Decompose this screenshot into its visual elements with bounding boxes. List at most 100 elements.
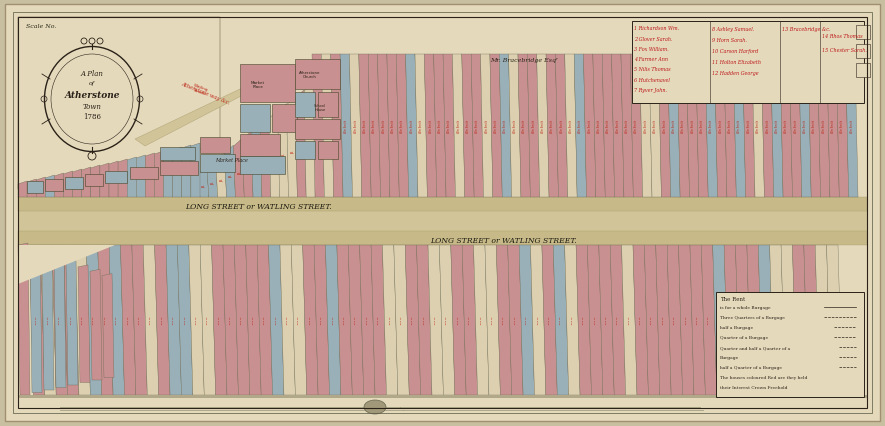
Text: John W.: John W. — [606, 316, 607, 325]
Polygon shape — [415, 55, 427, 198]
Text: Wm Smith: Wm Smith — [794, 120, 797, 133]
Polygon shape — [378, 55, 390, 198]
Text: is for a whole Burgage: is for a whole Burgage — [720, 305, 771, 309]
Polygon shape — [164, 150, 173, 198]
Text: Atherstone way &c.: Atherstone way &c. — [180, 81, 230, 106]
Ellipse shape — [44, 47, 140, 152]
Polygon shape — [677, 55, 689, 198]
Polygon shape — [443, 55, 456, 198]
Polygon shape — [52, 245, 67, 395]
Text: Wm Smith: Wm Smith — [494, 120, 498, 133]
Polygon shape — [349, 245, 364, 395]
Text: Wm Smith: Wm Smith — [700, 120, 704, 133]
Polygon shape — [724, 245, 740, 395]
Text: John W.: John W. — [458, 316, 459, 325]
Text: 1 Richardson Wm.: 1 Richardson Wm. — [634, 26, 679, 32]
Text: Wm Smith: Wm Smith — [635, 120, 638, 133]
Polygon shape — [649, 55, 661, 198]
Text: J.B.: J.B. — [229, 174, 233, 178]
Bar — [272, 105, 297, 132]
Polygon shape — [405, 55, 418, 198]
Polygon shape — [287, 98, 297, 198]
Polygon shape — [612, 55, 624, 198]
Text: 12 Hadden George: 12 Hadden George — [712, 70, 758, 75]
Polygon shape — [656, 245, 671, 395]
Text: Wm Smith: Wm Smith — [532, 120, 535, 133]
Text: John W.: John W. — [127, 316, 128, 325]
Text: Mr. Bracebridge Esqʳ: Mr. Bracebridge Esqʳ — [490, 58, 558, 63]
Text: John W.: John W. — [583, 316, 584, 325]
Polygon shape — [439, 245, 455, 395]
Ellipse shape — [364, 400, 386, 414]
Polygon shape — [542, 245, 558, 395]
Polygon shape — [45, 176, 54, 198]
Text: Wm Smith: Wm Smith — [822, 120, 826, 133]
Text: Wm Smith: Wm Smith — [672, 120, 676, 133]
Polygon shape — [18, 245, 115, 284]
Text: J.B.: J.B. — [256, 163, 259, 167]
Polygon shape — [667, 245, 682, 395]
Polygon shape — [225, 146, 235, 198]
Polygon shape — [359, 245, 375, 395]
Bar — [27, 181, 43, 193]
Polygon shape — [714, 55, 727, 198]
Polygon shape — [42, 252, 54, 390]
Polygon shape — [350, 55, 362, 198]
Bar — [160, 148, 195, 161]
Text: Wm Smith: Wm Smith — [428, 120, 433, 133]
Bar — [295, 93, 315, 118]
Polygon shape — [258, 245, 273, 395]
Polygon shape — [574, 55, 587, 198]
Polygon shape — [337, 245, 352, 395]
Text: John W.: John W. — [287, 316, 289, 325]
Text: 11 Holton Elizabeth: 11 Holton Elizabeth — [712, 59, 761, 64]
Text: Wm Smith: Wm Smith — [775, 120, 779, 133]
Text: John W.: John W. — [777, 316, 778, 325]
Text: The houses coloured Red are they held: The houses coloured Red are they held — [720, 375, 807, 379]
Text: Wm Smith: Wm Smith — [400, 120, 404, 133]
Polygon shape — [530, 245, 546, 395]
Polygon shape — [173, 148, 181, 198]
Text: John W.: John W. — [674, 316, 675, 325]
Polygon shape — [815, 245, 831, 395]
Text: John W.: John W. — [162, 316, 163, 325]
Text: John W.: John W. — [310, 316, 311, 325]
Polygon shape — [827, 245, 842, 395]
Text: Watling
Street: Watling Street — [191, 83, 209, 96]
Text: Wm Smith: Wm Smith — [550, 120, 554, 133]
Text: Wm Smith: Wm Smith — [475, 120, 480, 133]
Text: 13 Bracebridge &c.: 13 Bracebridge &c. — [782, 26, 830, 32]
Text: John W.: John W. — [389, 316, 390, 325]
Polygon shape — [827, 55, 839, 198]
Text: Wm Smith: Wm Smith — [438, 120, 442, 133]
Polygon shape — [565, 55, 577, 198]
Polygon shape — [602, 55, 614, 198]
Text: John W.: John W. — [344, 316, 345, 325]
Text: Wm Smith: Wm Smith — [663, 120, 666, 133]
Text: John W.: John W. — [401, 316, 402, 325]
Polygon shape — [200, 245, 216, 395]
Text: Wm Smith: Wm Smith — [710, 120, 713, 133]
Text: John W.: John W. — [356, 316, 357, 325]
Text: J.B.: J.B. — [282, 153, 286, 157]
Polygon shape — [326, 245, 341, 395]
Polygon shape — [260, 118, 271, 198]
Text: Wm Smith: Wm Smith — [737, 120, 742, 133]
Text: John W.: John W. — [629, 316, 630, 325]
Polygon shape — [268, 245, 284, 395]
Polygon shape — [799, 55, 812, 198]
Text: John W.: John W. — [185, 316, 186, 325]
Polygon shape — [611, 245, 626, 395]
Text: Wm Smith: Wm Smith — [597, 120, 601, 133]
Polygon shape — [396, 55, 409, 198]
Bar — [716, 292, 864, 397]
Text: Wm Smith: Wm Smith — [841, 120, 844, 133]
Text: Wm Smith: Wm Smith — [354, 120, 358, 133]
Text: Wm Smith: Wm Smith — [756, 120, 760, 133]
Polygon shape — [136, 155, 145, 198]
Text: Wm Smith: Wm Smith — [812, 120, 816, 133]
Polygon shape — [583, 55, 596, 198]
Bar — [240, 65, 295, 103]
Text: of: of — [88, 81, 95, 85]
Bar — [856, 26, 870, 40]
